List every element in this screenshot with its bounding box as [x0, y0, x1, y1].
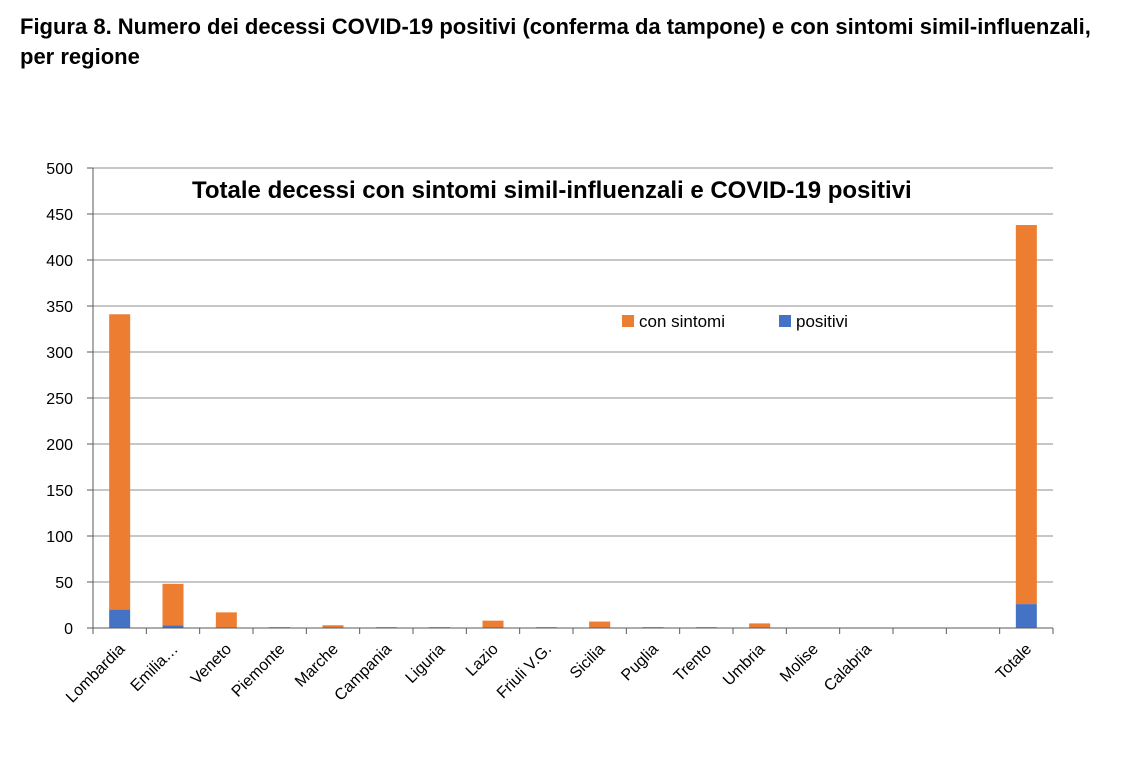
y-tick-label: 300: [46, 345, 73, 362]
x-category-label: Piemonte: [229, 641, 289, 701]
x-category-label: Trento: [671, 641, 715, 685]
chart-title: Totale decessi con sintomi simil-influen…: [192, 177, 912, 204]
y-tick-label: 100: [46, 529, 73, 546]
y-tick-label: 150: [46, 483, 73, 500]
bar-positivi: [162, 625, 184, 628]
x-category-label: Totale: [993, 641, 1035, 683]
x-category-label: Sicilia: [567, 641, 609, 683]
legend: con sintomi positivi: [622, 312, 848, 331]
bar-positivi: [109, 609, 131, 628]
x-category-label: Puglia: [618, 641, 662, 685]
x-category-label: Lombardia: [63, 641, 129, 707]
bar-con-sintomi: [322, 625, 344, 628]
axes: 0 50 100 150 200 250 300 350 400 450 500 Lombardia E…: [46, 161, 1054, 707]
bar-con-sintomi: [1015, 225, 1037, 605]
x-category-label: Emilia…: [128, 641, 182, 695]
bar-con-sintomi: [162, 583, 184, 626]
bar-con-sintomi: [109, 314, 131, 610]
gridlines: [93, 167, 1053, 583]
y-tick-label: 450: [46, 207, 73, 224]
legend-label: con sintomi: [639, 312, 725, 331]
bar-con-sintomi: [589, 621, 611, 628]
bar-con-sintomi: [482, 620, 504, 628]
x-category-label: Calabria: [821, 641, 875, 695]
x-category-label: Molise: [777, 641, 822, 686]
y-tick-label: 0: [64, 621, 73, 638]
bar-positivi: [1015, 604, 1037, 628]
bars: [109, 225, 1037, 628]
y-tick-label: 350: [46, 299, 73, 316]
y-tick-label: 50: [55, 575, 73, 592]
bar-con-sintomi: [749, 623, 771, 628]
y-tick-label: 400: [46, 253, 73, 270]
y-tick-label: 500: [46, 161, 73, 178]
figure-caption: Figura 8. Numero dei decessi COVID-19 po…: [20, 14, 1091, 69]
x-category-label: Veneto: [188, 641, 235, 688]
legend-swatch: [779, 315, 791, 327]
y-tick-label: 200: [46, 437, 73, 454]
legend-swatch: [622, 315, 634, 327]
x-category-label: Marche: [292, 641, 342, 691]
x-category-label: Umbria: [720, 641, 769, 690]
legend-label: positivi: [796, 312, 848, 331]
x-category-label: Lazio: [463, 641, 502, 680]
bar-con-sintomi: [215, 612, 237, 628]
x-category-label: Campania: [332, 641, 396, 705]
y-tick-label: 250: [46, 391, 73, 408]
x-category-label: Friuli V.G.: [494, 641, 555, 702]
x-category-label: Liguria: [403, 641, 449, 687]
